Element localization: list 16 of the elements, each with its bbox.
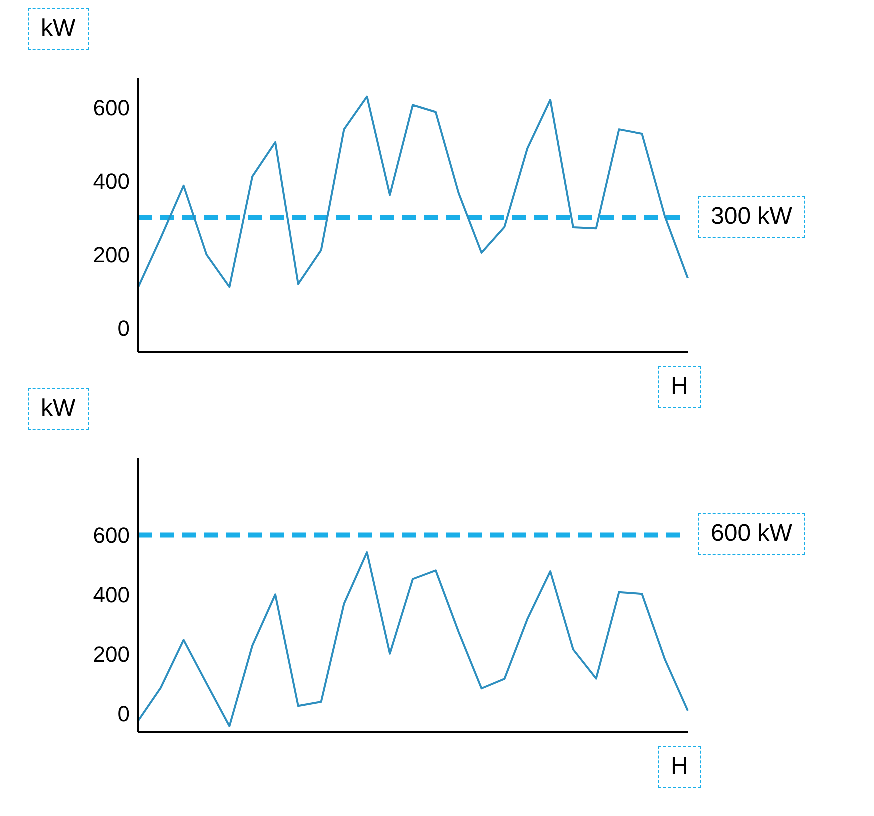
x-axis-title: H: [658, 366, 702, 408]
y-tick-label: 400: [93, 582, 130, 608]
y-tick-label: 400: [93, 168, 130, 194]
line-series: [137, 96, 689, 290]
y-tick-label: 200: [93, 242, 130, 268]
line-series: [137, 552, 689, 728]
x-axis-title: H: [658, 746, 702, 788]
y-tick-label: 600: [93, 95, 130, 120]
y-tick-label: 0: [118, 701, 130, 726]
y-tick-label: 0: [118, 316, 130, 342]
ref-line-label: 300 kW: [698, 196, 806, 238]
y-tick-label: 600: [93, 523, 130, 548]
y-axis-title: kW: [28, 388, 89, 430]
y-axis-title: kW: [28, 8, 89, 50]
y-tick-label: 200: [93, 642, 130, 667]
ref-line-label: 600 kW: [698, 513, 806, 556]
